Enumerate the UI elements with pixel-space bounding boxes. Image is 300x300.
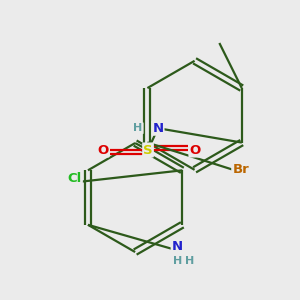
Text: H: H — [172, 256, 182, 266]
Text: H: H — [134, 123, 143, 133]
Text: H: H — [184, 256, 194, 266]
Text: O: O — [190, 143, 201, 157]
Text: O: O — [97, 143, 109, 157]
Text: Br: Br — [232, 163, 249, 176]
Text: N: N — [172, 240, 183, 253]
Text: S: S — [143, 143, 153, 157]
Text: N: N — [152, 122, 164, 135]
Text: Cl: Cl — [68, 172, 82, 185]
